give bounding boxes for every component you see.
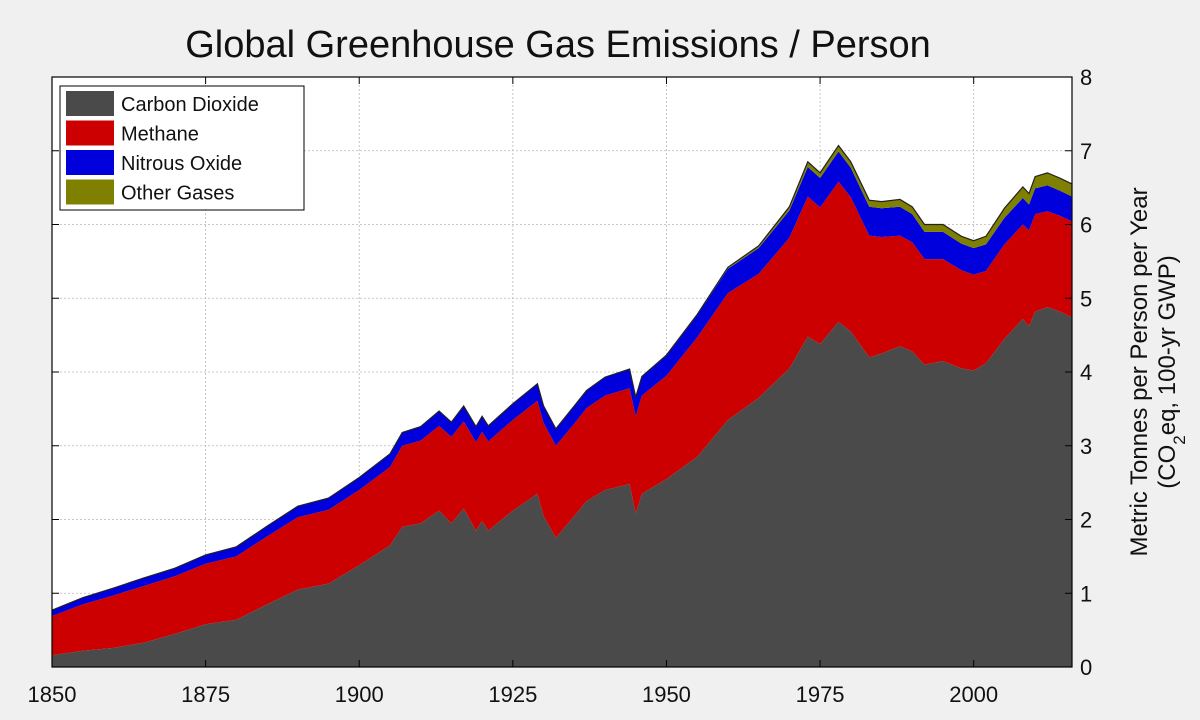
y-tick-label: 5: [1080, 286, 1092, 311]
x-tick-label: 1925: [488, 682, 537, 707]
y-tick-label: 2: [1080, 508, 1092, 533]
legend-label-carbon-dioxide: Carbon Dioxide: [121, 94, 259, 116]
y-tick-label: 4: [1080, 360, 1092, 385]
y-tick-label: 7: [1080, 139, 1092, 164]
legend-swatch-carbon-dioxide: [66, 91, 114, 116]
y-axis-label-post: eq, 100-yr GWP): [1154, 255, 1181, 435]
stack-top-outline: [51, 144, 1073, 611]
area-methane: [52, 181, 1072, 656]
y-tick-label: 3: [1080, 434, 1092, 459]
x-tick-label: 1900: [335, 682, 384, 707]
legend: Carbon Dioxide Methane Nitrous Oxide Other …: [59, 85, 305, 211]
legend-label-nitrous-oxide: Nitrous Oxide: [121, 153, 242, 175]
y-axis-label-line1: Metric Tonnes per Person per Year: [1126, 187, 1153, 556]
x-tick-labels: 1850 1875 1900 1925 1950 1975 2000: [28, 682, 999, 707]
legend-label-other-gases: Other Gases: [121, 183, 234, 205]
legend-swatch-nitrous-oxide: [66, 150, 114, 175]
area-carbon-dioxide: [52, 307, 1072, 667]
chart-title: Global Greenhouse Gas Emissions / Person: [185, 24, 931, 66]
y-axis-label-sub: 2: [1170, 435, 1189, 444]
x-tick-label: 1850: [28, 682, 77, 707]
x-tick-label: 2000: [949, 682, 998, 707]
x-tick-label: 1875: [181, 682, 230, 707]
y-tick-label: 0: [1080, 655, 1092, 680]
y-axis-label: Metric Tonnes per Person per Year (CO2eq…: [1126, 187, 1189, 556]
legend-label-methane: Methane: [121, 124, 199, 146]
ticks: [51, 76, 1072, 668]
y-axis-label-line2: (CO2eq, 100-yr GWP): [1154, 255, 1189, 489]
y-axis-label-pre: (CO: [1154, 445, 1181, 489]
y-tick-label: 6: [1080, 213, 1092, 238]
legend-swatch-methane: [66, 120, 114, 146]
y-tick-label: 1: [1080, 581, 1092, 606]
y-tick-label: 8: [1080, 65, 1092, 90]
legend-swatch-other-gases: [66, 179, 114, 205]
x-tick-label: 1975: [796, 682, 845, 707]
y-tick-labels: 0 1 2 3 4 5 6 7 8: [1080, 65, 1092, 680]
area-layer: [51, 144, 1073, 667]
x-tick-label: 1950: [642, 682, 691, 707]
